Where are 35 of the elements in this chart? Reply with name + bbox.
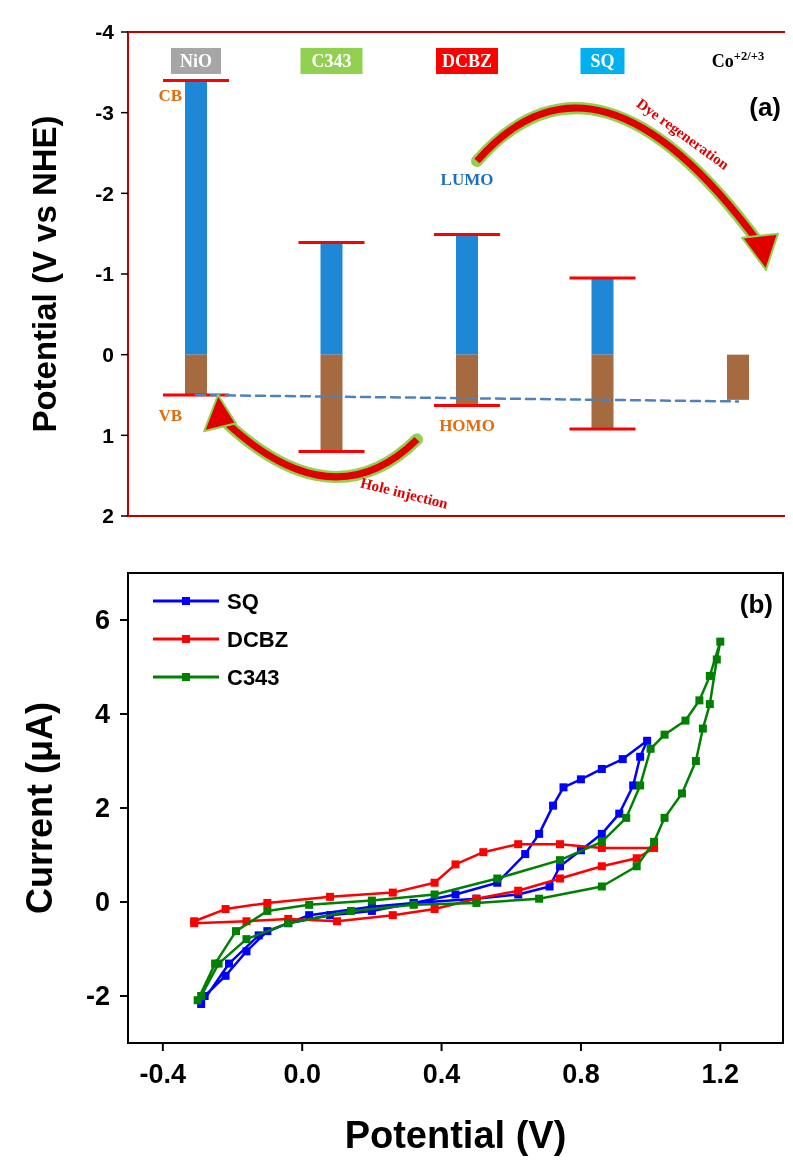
y-tick-label: 2 [94,793,110,824]
y-tick-label: 0 [94,887,110,918]
y-tick-label: 4 [94,699,110,730]
annotation: CB [158,85,182,105]
x-axis-title: Potential (V) [344,1114,567,1156]
legend-label: C343 [227,664,280,690]
x-tick-label: 0.8 [562,1059,600,1089]
annotation: HOMO [439,416,495,436]
annotation: (a) [749,92,781,122]
annotation: VB [158,406,182,425]
y-tick-label: 1 [102,423,115,447]
legend-label: DCBZ [227,626,289,652]
y-tick-label: -2 [95,181,114,205]
y-tick-label: 0 [102,343,114,367]
x-tick-label: Co$^{+2/+3}$ [711,49,765,71]
y-axis-title: Potential (V vs NHE) [26,115,63,433]
x-tick-label: -0.4 [139,1059,187,1089]
x-tick-label: 0.0 [283,1059,321,1089]
y-tick-label: -3 [95,101,114,125]
y-tick-label: 2 [102,504,114,528]
x-tick-label: DCBZ [441,51,493,71]
x-tick-label: C343 [311,51,352,71]
y-tick-label: -1 [95,262,115,286]
y-tick-label: 6 [94,605,110,636]
y-tick-label: -2 [85,981,110,1012]
annotation: Hole injection [358,474,451,512]
annotation: (b) [739,589,773,619]
annotation: LUMO [440,170,494,190]
x-tick-label: NiO [179,51,213,71]
y-tick-label: -4 [95,20,115,44]
legend-label: SQ [227,588,259,614]
x-tick-label: SQ [590,51,615,71]
y-axis-title: Current (μA) [19,701,60,915]
x-tick-label: 1.2 [701,1059,740,1089]
x-tick-label: 0.4 [422,1059,461,1089]
